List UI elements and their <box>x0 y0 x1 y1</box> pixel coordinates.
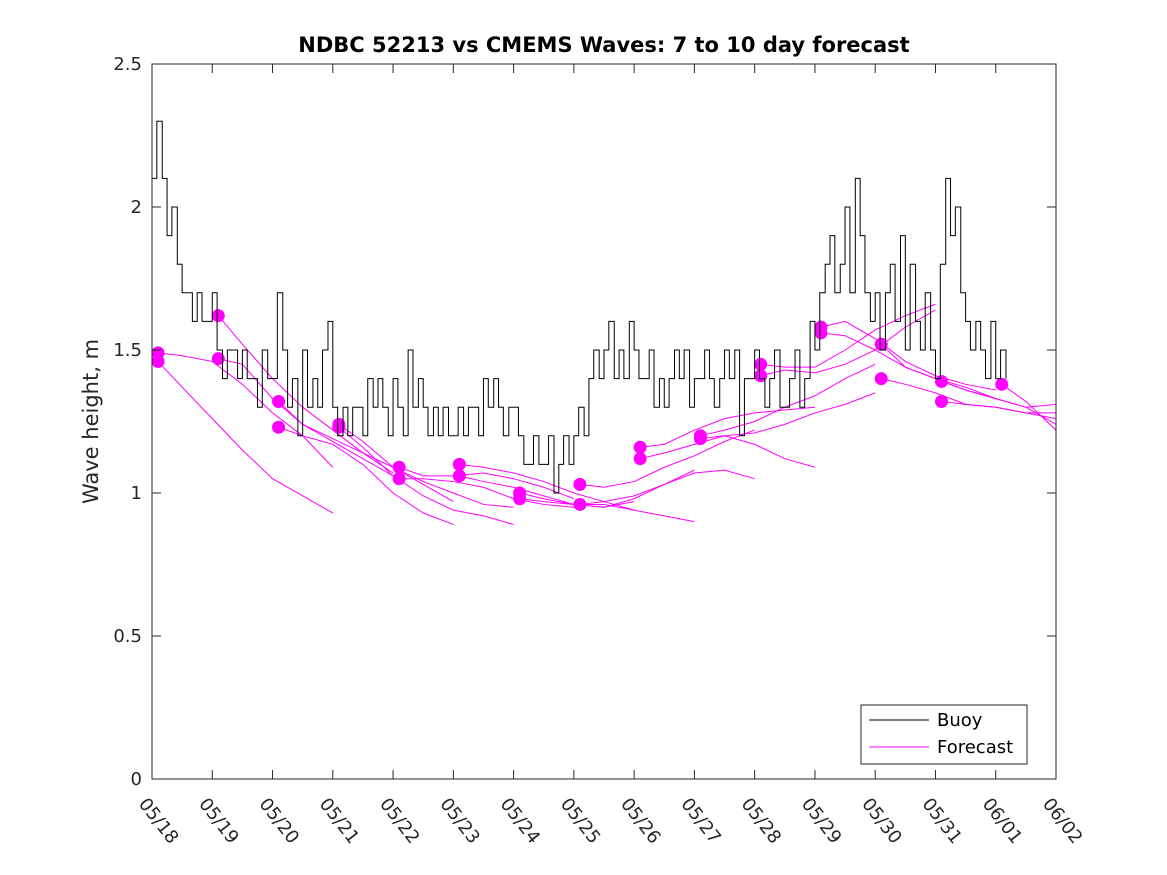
y-tick-label: 0.5 <box>113 626 142 647</box>
forecast-start-marker <box>151 354 165 368</box>
forecast-start-marker <box>452 469 466 483</box>
forecast-start-marker <box>693 432 707 446</box>
forecast-line <box>338 423 514 508</box>
legend-box <box>860 704 1028 765</box>
forecast-line <box>700 392 876 440</box>
y-tick-label: 0 <box>131 769 142 790</box>
legend-forecast-label: Forecast <box>937 737 1013 758</box>
forecast-line <box>338 426 514 525</box>
forecast-line <box>941 400 1057 420</box>
forecast-line <box>519 498 695 523</box>
buoy-line <box>152 120 1007 494</box>
forecast-start-marker <box>995 377 1009 391</box>
forecast-start-marker <box>934 394 948 408</box>
forecast-start-marker <box>754 357 768 371</box>
forecast-line <box>640 406 815 448</box>
forecast-line <box>820 320 996 391</box>
forecast-line <box>157 361 334 514</box>
forecast-start-marker <box>211 352 225 366</box>
forecast-start-marker <box>814 326 828 340</box>
y-tick-label: 2.5 <box>113 54 142 75</box>
forecast-start-marker <box>573 497 587 511</box>
forecast-start-marker <box>392 460 406 474</box>
forecast-line <box>1001 383 1057 431</box>
y-tick-label: 2 <box>131 197 142 218</box>
y-axis-title: Wave height, m <box>79 339 103 504</box>
forecast-line <box>579 469 755 505</box>
forecast-start-marker <box>573 477 587 491</box>
forecast-start-marker <box>211 309 225 323</box>
y-tick-label: 1 <box>131 483 142 504</box>
forecast-start-marker <box>633 440 647 454</box>
forecast-start-marker <box>874 372 888 386</box>
axes-box <box>151 63 1057 780</box>
forecast-start-marker <box>874 337 888 351</box>
forecast-line <box>399 478 574 508</box>
forecast-start-marker <box>272 394 286 408</box>
forecast-line <box>579 429 755 488</box>
chart-title: NDBC 52213 vs CMEMS Waves: 7 to 10 day f… <box>298 33 909 57</box>
forecast-start-marker <box>513 492 527 506</box>
forecast-start-marker <box>332 420 346 434</box>
forecast-start-marker <box>452 457 466 471</box>
legend-buoy-label: Buoy <box>937 710 983 731</box>
plot-area <box>152 64 1056 779</box>
series-layer <box>151 120 1057 525</box>
legend: Buoy Forecast <box>860 704 1028 765</box>
forecast-start-marker <box>633 452 647 466</box>
forecast-start-marker <box>272 420 286 434</box>
forecast-line <box>398 466 575 500</box>
y-tick-label: 1.5 <box>113 340 142 361</box>
forecast-line <box>941 380 1057 425</box>
forecast-start-marker <box>392 472 406 486</box>
forecast-start-marker <box>934 374 948 388</box>
